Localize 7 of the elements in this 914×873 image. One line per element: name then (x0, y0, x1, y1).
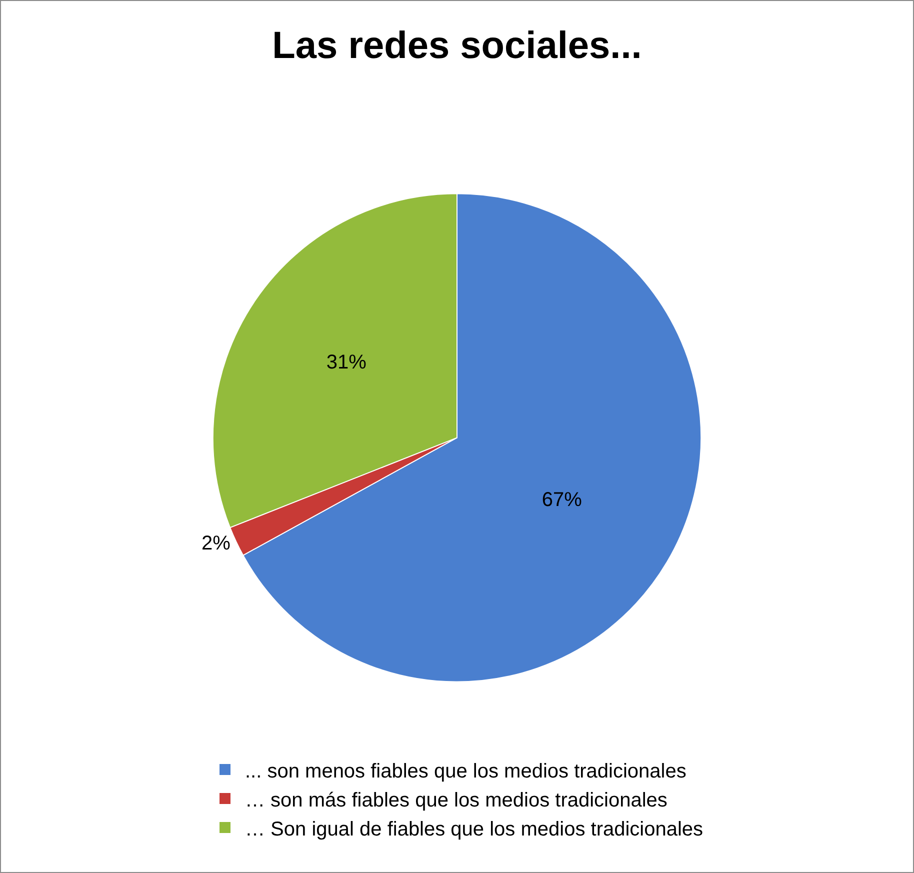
data-label: 2% (202, 532, 231, 555)
chart-title: Las redes sociales... (272, 25, 642, 68)
legend-label: … Son igual de fiables que los medios tradicionales (245, 818, 704, 840)
legend-label: … son más fiables que los medios tradicionales (245, 789, 668, 812)
data-label: 31% (326, 352, 367, 374)
data-label: 67% (542, 488, 582, 511)
legend-label: ... son menos fiables que los medios tradicionales (245, 760, 686, 782)
